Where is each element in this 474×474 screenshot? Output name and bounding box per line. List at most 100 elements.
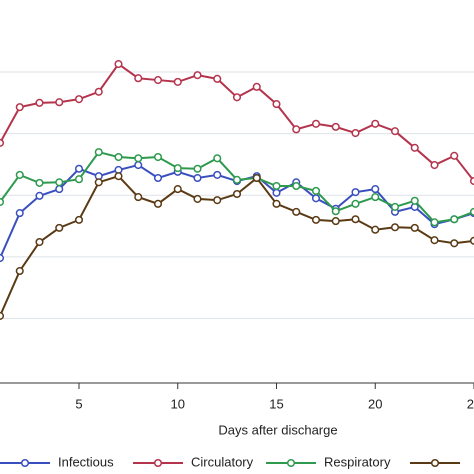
point xyxy=(15,103,24,112)
x-tick-label: 25 xyxy=(467,396,474,411)
point xyxy=(134,74,143,83)
x-tick-label: 15 xyxy=(269,396,283,411)
point xyxy=(331,217,340,226)
point xyxy=(450,215,459,224)
point xyxy=(55,98,64,107)
point xyxy=(213,196,222,205)
point xyxy=(469,207,474,216)
point xyxy=(351,199,360,208)
point xyxy=(390,223,400,232)
point xyxy=(153,199,163,208)
point xyxy=(153,153,163,162)
point xyxy=(193,173,202,183)
legend-marker xyxy=(20,458,30,468)
point xyxy=(430,161,439,170)
point xyxy=(450,151,459,160)
point xyxy=(94,148,103,157)
series-line xyxy=(0,62,474,182)
point xyxy=(371,119,380,128)
legend-marker xyxy=(286,458,296,468)
point xyxy=(292,125,301,134)
point xyxy=(114,172,123,181)
point xyxy=(153,76,163,85)
legend-label: Circulatory xyxy=(191,454,254,469)
point xyxy=(351,188,360,197)
point xyxy=(272,188,281,197)
point xyxy=(272,181,281,191)
point xyxy=(371,225,380,234)
point xyxy=(15,266,24,276)
point xyxy=(371,185,380,194)
x-tick-label: 5 xyxy=(75,396,82,411)
point xyxy=(193,71,202,80)
point xyxy=(0,138,5,147)
point xyxy=(74,95,84,104)
point xyxy=(173,77,182,86)
point xyxy=(311,194,321,203)
point xyxy=(469,177,474,186)
point xyxy=(430,218,439,227)
point xyxy=(390,127,400,136)
point xyxy=(232,175,242,184)
point xyxy=(35,178,44,187)
point xyxy=(351,128,360,138)
point xyxy=(331,122,340,131)
x-tick-label: 20 xyxy=(368,396,382,411)
point xyxy=(213,170,222,179)
x-axis-label: Days after discharge xyxy=(218,422,337,437)
point xyxy=(0,197,5,207)
point xyxy=(74,215,84,224)
point xyxy=(292,207,301,216)
point xyxy=(311,119,321,128)
point xyxy=(252,173,261,183)
point xyxy=(193,164,202,173)
point xyxy=(252,82,261,91)
point xyxy=(450,239,459,248)
point xyxy=(55,185,64,194)
point xyxy=(311,186,321,195)
legend-label: Infectious xyxy=(58,454,114,469)
series-line xyxy=(0,150,474,224)
point xyxy=(410,223,419,232)
legend-marker xyxy=(153,458,163,468)
point xyxy=(390,202,400,211)
point xyxy=(0,311,5,320)
point xyxy=(469,236,474,245)
point xyxy=(410,196,419,205)
point xyxy=(213,154,222,163)
point xyxy=(371,193,380,202)
point xyxy=(232,189,242,199)
point xyxy=(134,154,143,163)
point xyxy=(410,143,419,152)
point xyxy=(0,254,5,263)
point xyxy=(213,74,222,83)
point xyxy=(430,236,439,245)
point xyxy=(232,93,242,102)
x-tick-label: 10 xyxy=(171,396,185,411)
point xyxy=(35,237,44,247)
legend-marker xyxy=(430,458,440,468)
point xyxy=(35,98,44,107)
point xyxy=(331,207,340,216)
point xyxy=(15,170,24,179)
point xyxy=(173,185,182,194)
point xyxy=(94,178,103,187)
point xyxy=(35,191,44,200)
point xyxy=(311,215,321,224)
legend-label: Respiratory xyxy=(324,454,391,469)
point xyxy=(134,161,143,170)
point xyxy=(55,178,64,187)
point xyxy=(351,215,360,224)
point xyxy=(55,223,64,232)
point xyxy=(272,199,281,208)
point xyxy=(292,181,301,191)
point xyxy=(134,193,143,202)
point xyxy=(114,153,123,162)
point xyxy=(74,175,84,184)
point xyxy=(114,60,123,69)
point xyxy=(153,173,163,183)
point xyxy=(94,87,103,96)
point xyxy=(193,194,202,203)
point xyxy=(173,164,182,173)
